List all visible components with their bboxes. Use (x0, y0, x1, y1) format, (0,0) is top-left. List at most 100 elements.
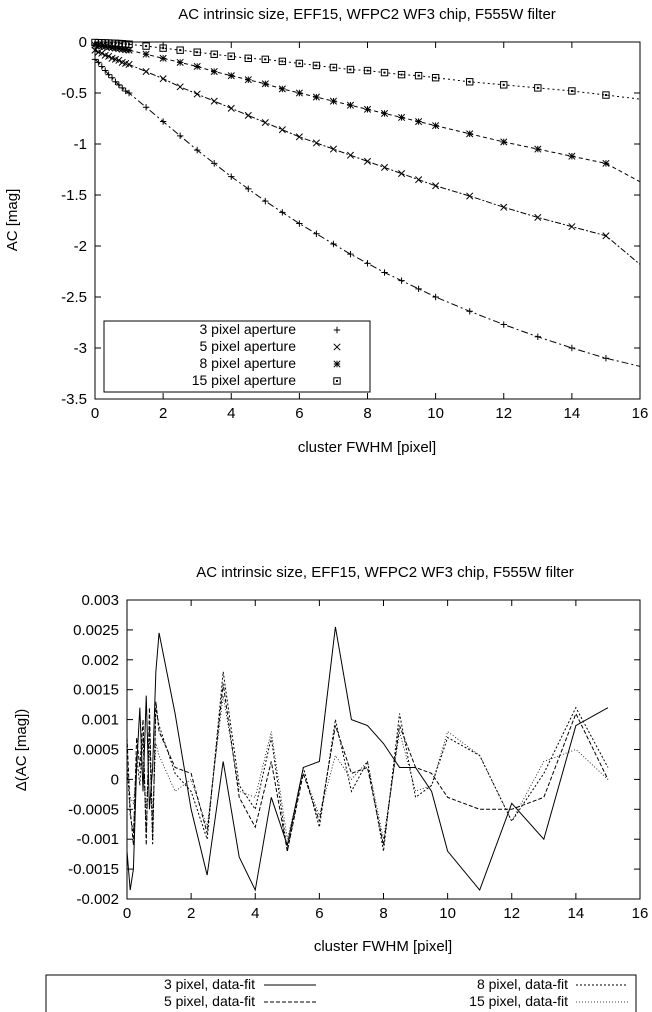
chart1-data-point (125, 40, 133, 48)
chart1-data-point (432, 293, 439, 301)
ac-vs-fwhm-chart: AC intrinsic size, EFF15, WFPC2 WF3 chip… (4, 6, 648, 456)
delta-ac-chart: AC intrinsic size, EFF15, WFPC2 WF3 chip… (13, 564, 648, 1012)
chart2-y-tick-label: 0 (111, 771, 119, 788)
chart1-y-axis-label: AC [mag] (4, 189, 21, 252)
chart1-data-point (261, 55, 270, 64)
chart1-data-point (364, 260, 371, 267)
chart2-x-tick-label: 8 (379, 905, 387, 922)
chart1-data-point (227, 72, 235, 80)
chart1-data-point (500, 81, 508, 89)
chart1-y-tick-label: -2 (74, 238, 87, 255)
chart2-y-tick-label: 0.0005 (73, 742, 119, 759)
chart1-data-point (602, 232, 610, 240)
chart1-data-point (244, 111, 252, 119)
chart1-data-point (244, 76, 252, 84)
chart1-data-point (278, 126, 286, 134)
chart1-data-point (261, 80, 269, 88)
chart1-data-point (211, 160, 218, 167)
chart1-data-point (210, 68, 218, 76)
chart1-data-point-dot (604, 94, 607, 97)
chart1-data-point (111, 44, 119, 52)
chart2-series-line-1 (126, 626, 609, 892)
chart1-data-point (380, 163, 389, 172)
chart1-data-point-dot (468, 80, 471, 83)
chart2-plot-frame (126, 599, 641, 900)
chart1-data-point-dot (536, 86, 539, 89)
chart1-data-point (329, 145, 337, 153)
chart2-x-tick-label: 10 (439, 905, 456, 922)
chart1-data-point (118, 45, 126, 53)
chart1-data-point (125, 46, 133, 54)
chart1-data-point (210, 50, 218, 58)
chart1-data-point (415, 176, 423, 184)
chart1-x-tick-label: 6 (295, 405, 303, 422)
chart1-data-point (193, 62, 201, 71)
chart1-y-tick-label: -3 (74, 340, 87, 357)
chart1-data-point (296, 220, 303, 227)
legend-label-15px: 15 pixel aperture (192, 372, 297, 388)
chart1-y-tick-label: -3.5 (61, 391, 87, 408)
chart1-data-point (142, 42, 150, 50)
chart1-data-point (602, 91, 610, 99)
chart2-series-group (126, 626, 609, 892)
chart1-data-point (125, 89, 133, 97)
legend2-label-15px: 15 pixel, data-fit (469, 993, 568, 1009)
chart1-data-point (568, 223, 576, 231)
chart2-x-tick-label: 12 (503, 905, 520, 922)
chart1-series-1 (91, 56, 641, 367)
chart1-fit-line (94, 58, 641, 367)
chart2-x-tick-label: 14 (568, 905, 585, 922)
chart1-data-point (159, 44, 167, 52)
chart1-data-point (313, 230, 320, 237)
chart1-data-point (262, 197, 269, 205)
chart1-data-point (115, 45, 123, 53)
chart2-legend: 3 pixel, data-fit 5 pixel, data-fit 8 pi… (45, 974, 637, 1012)
chart2-y-tick-label: -0.002 (76, 891, 119, 908)
chart1-data-point (465, 78, 474, 86)
chart1-data-point (466, 130, 474, 138)
chart1-data-point (193, 146, 201, 154)
chart2-legend-box (45, 974, 637, 1012)
chart1-fit-line (94, 49, 641, 265)
chart1-data-point (398, 113, 406, 122)
chart1-legend-box (103, 320, 371, 393)
chart1-data-point (363, 105, 372, 113)
chart1-data-point-dot (230, 55, 233, 58)
chart1-data-point (500, 321, 507, 328)
chart1-data-point (244, 54, 252, 63)
chart1-data-point (159, 75, 167, 83)
chart1-data-point (534, 213, 542, 221)
chart1-data-point (142, 68, 150, 76)
chart1-data-point (312, 93, 320, 101)
chart1-data-point (602, 355, 610, 362)
chart1-x-tick-label: 0 (91, 405, 99, 422)
chart1-data-point (261, 119, 269, 127)
chart1-data-point-dot (400, 73, 403, 76)
chart1-x-tick-label: 16 (632, 405, 649, 422)
chart1-data-point-dot (383, 71, 386, 74)
chart1-data-point (91, 46, 99, 54)
chart1-data-point (159, 54, 167, 62)
chart2-y-tick-label: 0.0015 (73, 682, 119, 699)
chart1-y-tick-label: -1 (74, 136, 87, 153)
chart1-data-point (414, 71, 423, 80)
chart1-data-point (125, 60, 133, 68)
legend2-label-3px: 3 pixel, data-fit (164, 976, 255, 992)
chart1-data-point (295, 89, 303, 97)
chart1-data-point (602, 159, 610, 167)
chart1-x-tick-label: 8 (363, 405, 371, 422)
legend2-label-8px: 8 pixel, data-fit (477, 976, 568, 992)
chart1-legend-markers (333, 326, 341, 385)
chart1-y-tick-label: 0 (79, 34, 87, 51)
chart1-data-point-dot (332, 66, 335, 69)
chart1-title: AC intrinsic size, EFF15, WFPC2 WF3 chip… (178, 6, 556, 23)
chart1-y-tick-label: -1.5 (61, 187, 87, 204)
chart1-series-4 (91, 38, 641, 100)
chart1-data-point-dot (570, 89, 573, 92)
chart1-data-point (363, 157, 372, 165)
chart2-x-tick-label: 4 (251, 905, 259, 922)
chart1-data-point (329, 97, 337, 105)
chart1-data-point-dot (502, 83, 505, 86)
chart1-legend-marker (333, 377, 341, 385)
